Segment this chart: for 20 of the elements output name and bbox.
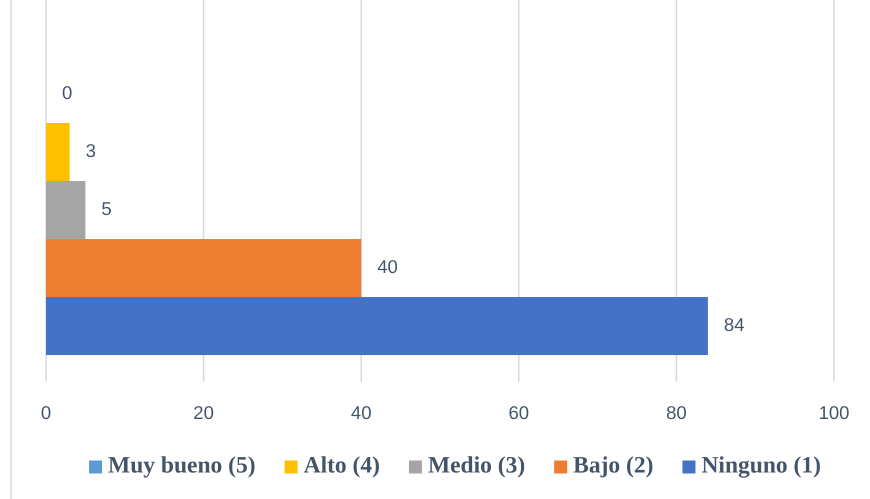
x-tick-label: 20 (193, 402, 214, 423)
bar (46, 297, 708, 356)
x-tick-label: 0 (40, 402, 52, 423)
legend-label: Medio (3) (428, 452, 526, 478)
legend-label: Muy bueno (5) (108, 452, 256, 478)
bar (46, 122, 70, 181)
bar (46, 239, 362, 298)
x-tick-label: 40 (350, 402, 372, 423)
data-label: 40 (377, 256, 398, 277)
x-tick-label: 100 (818, 402, 850, 423)
legend-label: Ninguno (1) (701, 452, 821, 478)
x-tick-label: 80 (666, 402, 687, 423)
legend-label: Alto (4) (304, 452, 380, 478)
data-label: 5 (101, 198, 112, 219)
x-tick-label: 60 (508, 402, 530, 423)
legend-label: Bajo (2) (573, 452, 654, 478)
data-label: 84 (724, 314, 744, 335)
data-label: 3 (86, 140, 96, 161)
bar (46, 180, 86, 240)
annotation: 0 (62, 82, 72, 103)
